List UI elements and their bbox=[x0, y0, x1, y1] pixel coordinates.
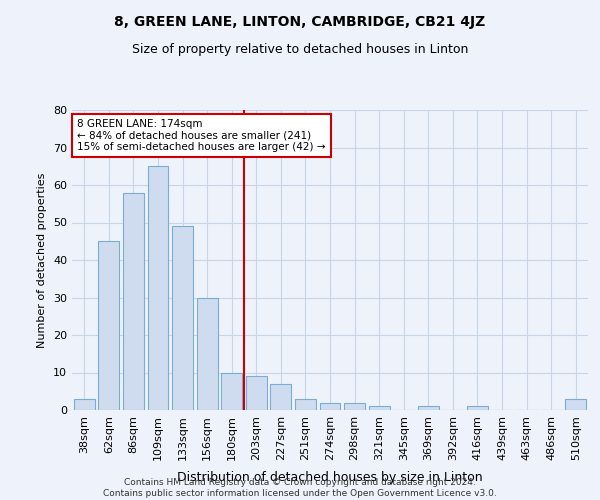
Bar bbox=[565, 399, 586, 410]
Bar bbox=[221, 372, 242, 410]
Bar bbox=[74, 399, 95, 410]
Text: Size of property relative to detached houses in Linton: Size of property relative to detached ho… bbox=[132, 42, 468, 56]
Text: 8 GREEN LANE: 174sqm
← 84% of detached houses are smaller (241)
15% of semi-deta: 8 GREEN LANE: 174sqm ← 84% of detached h… bbox=[77, 119, 326, 152]
Bar bbox=[418, 406, 439, 410]
Bar bbox=[467, 406, 488, 410]
Bar bbox=[295, 399, 316, 410]
X-axis label: Distribution of detached houses by size in Linton: Distribution of detached houses by size … bbox=[177, 471, 483, 484]
Bar bbox=[344, 402, 365, 410]
Bar bbox=[368, 406, 389, 410]
Bar bbox=[320, 402, 340, 410]
Text: Contains HM Land Registry data © Crown copyright and database right 2024.
Contai: Contains HM Land Registry data © Crown c… bbox=[103, 478, 497, 498]
Bar bbox=[197, 298, 218, 410]
Bar bbox=[246, 376, 267, 410]
Text: 8, GREEN LANE, LINTON, CAMBRIDGE, CB21 4JZ: 8, GREEN LANE, LINTON, CAMBRIDGE, CB21 4… bbox=[115, 15, 485, 29]
Bar bbox=[98, 242, 119, 410]
Bar bbox=[271, 384, 292, 410]
Bar bbox=[172, 226, 193, 410]
Y-axis label: Number of detached properties: Number of detached properties bbox=[37, 172, 47, 348]
Bar bbox=[148, 166, 169, 410]
Bar bbox=[123, 192, 144, 410]
